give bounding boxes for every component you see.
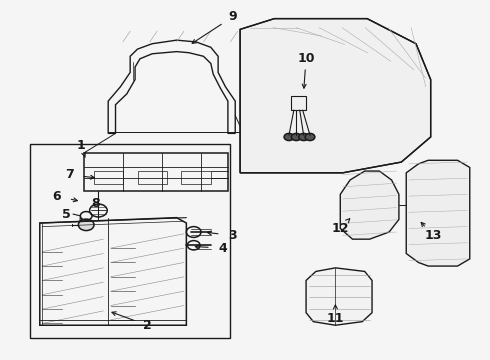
- Text: 1: 1: [77, 139, 86, 152]
- Text: 6: 6: [52, 190, 61, 203]
- Polygon shape: [406, 160, 470, 266]
- Text: 4: 4: [219, 242, 227, 255]
- Text: 2: 2: [143, 319, 151, 332]
- Text: 8: 8: [92, 197, 100, 210]
- Text: 11: 11: [327, 311, 344, 325]
- Text: 3: 3: [228, 229, 237, 242]
- Circle shape: [292, 134, 301, 140]
- Circle shape: [305, 134, 315, 140]
- Text: 5: 5: [62, 208, 71, 221]
- Circle shape: [78, 219, 94, 230]
- Polygon shape: [340, 171, 399, 239]
- Text: 9: 9: [228, 10, 237, 23]
- Text: 13: 13: [424, 229, 442, 242]
- Text: 12: 12: [332, 222, 349, 235]
- Text: 7: 7: [65, 168, 74, 181]
- Circle shape: [299, 134, 309, 140]
- Polygon shape: [240, 19, 431, 173]
- Circle shape: [284, 134, 294, 140]
- Polygon shape: [306, 268, 372, 325]
- Text: 10: 10: [297, 51, 315, 64]
